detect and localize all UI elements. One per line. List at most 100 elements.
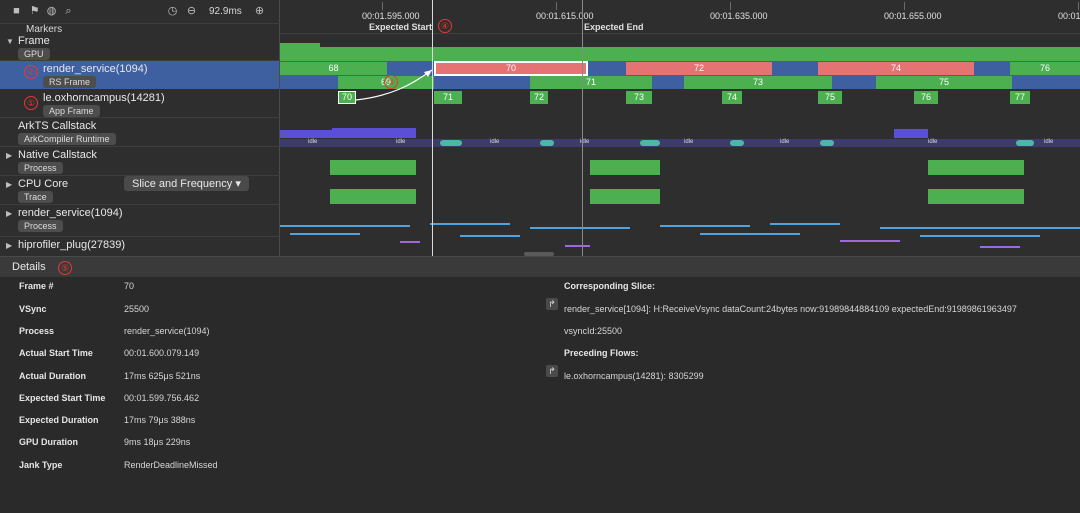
idle-label: idle xyxy=(928,139,938,145)
resize-handle[interactable] xyxy=(524,252,554,256)
expected-end-line xyxy=(582,0,583,256)
callstack-slice[interactable] xyxy=(440,140,462,146)
expand-icon[interactable]: ▶ xyxy=(6,151,13,160)
expand-icon[interactable]: ▶ xyxy=(6,209,13,218)
rs-frame-slice-selected[interactable]: 70 xyxy=(434,61,588,76)
track-title: Native Callstack xyxy=(18,149,97,161)
idle-label: idle xyxy=(780,139,790,145)
field-key: VSync xyxy=(19,304,47,314)
field-value: render_service(1094) xyxy=(124,326,210,336)
callstack-slice[interactable] xyxy=(540,140,554,146)
expand-icon[interactable]: ▶ xyxy=(6,241,13,250)
track-render-service[interactable]: ② render_service(1094) RS Frame xyxy=(0,61,280,89)
gpu-slice[interactable] xyxy=(280,43,320,61)
flag-icon[interactable]: ⚑ xyxy=(29,5,40,17)
process-slice[interactable] xyxy=(928,160,1024,175)
ruler-tick-label: 00:01.675.000 xyxy=(1058,11,1080,21)
jump-to-slice-icon[interactable]: ↱ xyxy=(546,298,558,310)
track-hiprofiler[interactable]: ▶ hiprofiler_plug(27839) xyxy=(0,237,280,256)
field-value: 25500 xyxy=(124,304,150,314)
callstack-slice[interactable] xyxy=(640,140,660,146)
trace-slice[interactable] xyxy=(330,189,416,204)
process-slice[interactable] xyxy=(590,160,660,175)
rs-frame-slice[interactable]: 75 xyxy=(876,76,1012,89)
track-title: hiprofiler_plug(27839) xyxy=(18,239,126,251)
rs-frame-slice[interactable]: 73 xyxy=(684,76,832,89)
rs-frame-slice[interactable]: 71 xyxy=(530,76,652,89)
zoom-in-icon[interactable]: ⊕ xyxy=(254,5,265,17)
app-frame-slice[interactable]: 74 xyxy=(722,91,742,104)
annotation-2: ② xyxy=(24,65,38,79)
expand-icon[interactable]: ▶ xyxy=(6,180,13,189)
track-render-process[interactable]: ▶ render_service(1094) Process xyxy=(0,205,280,237)
app-frame-slice-selected[interactable]: 70 xyxy=(338,91,356,104)
details-header: Details ⑤ xyxy=(0,257,1080,277)
app-frame-slice[interactable]: 76 xyxy=(914,91,938,104)
callstack-slice[interactable] xyxy=(730,140,744,146)
callstack-slice[interactable] xyxy=(894,129,928,138)
rs-frame-slice[interactable]: 68 xyxy=(280,62,387,75)
square-icon[interactable]: ■ xyxy=(13,5,20,17)
corresponding-slice-text[interactable]: render_service[1094]: H:ReceiveVsync dat… xyxy=(564,304,1017,314)
globe-icon[interactable]: ◍ xyxy=(46,5,57,17)
track-tag: ArkCompiler Runtime xyxy=(18,133,116,145)
field-value: 17ms 79μs 388ns xyxy=(124,415,196,425)
track-cpu[interactable]: ▶ CPU Core Slice and Frequency ▾ Trace xyxy=(0,176,280,205)
mode-dropdown[interactable]: Slice and Frequency ▾ xyxy=(124,176,249,191)
process-activity xyxy=(280,223,1080,248)
field-value: RenderDeadlineMissed xyxy=(124,460,218,470)
track-app[interactable]: ① le.oxhorncampus(14281) App Frame xyxy=(0,89,280,118)
rs-frame-slice[interactable]: 72 xyxy=(626,62,772,75)
rs-frame-slice[interactable]: 76 xyxy=(1010,62,1080,75)
callstack-slice[interactable] xyxy=(332,128,416,138)
process-slice[interactable] xyxy=(330,160,416,175)
idle-label: idle xyxy=(580,139,590,145)
field-value: 00:01.600.079.149 xyxy=(124,348,200,358)
zoom-out-icon[interactable]: ⊖ xyxy=(186,5,197,17)
collapse-icon[interactable]: ▼ xyxy=(6,37,14,46)
ruler-tick xyxy=(556,2,557,10)
field-key: Expected Duration xyxy=(19,415,99,425)
callstack-idle-band xyxy=(280,139,1080,147)
chevron-down-icon: ▾ xyxy=(235,178,241,190)
app-frame-slice[interactable]: 73 xyxy=(626,91,652,104)
track-list: ■ ⚑ ◍ ⌕ ◷ ⊖ 92.9ms ⊕ Markers ▼ Frame GPU… xyxy=(0,0,280,256)
track-frame[interactable]: ▼ Frame GPU xyxy=(0,34,280,61)
app-frame-slice[interactable]: 77 xyxy=(1010,91,1030,104)
ruler-tick-label: 00:01.615.000 xyxy=(536,11,594,21)
annotation-5: ⑤ xyxy=(58,261,72,275)
trace-slice[interactable] xyxy=(590,189,660,204)
field-value: 00:01.599.756.462 xyxy=(124,393,200,403)
app-frame-slice[interactable]: 75 xyxy=(818,91,842,104)
expected-end-flag: Expected End xyxy=(584,22,644,32)
callstack-slice[interactable] xyxy=(1016,140,1034,146)
markers-label: Markers xyxy=(26,24,63,35)
timeline-toolbar: ■ ⚑ ◍ ⌕ ◷ ⊖ 92.9ms ⊕ xyxy=(0,0,280,24)
callstack-slice[interactable] xyxy=(820,140,834,146)
rs-frame-slice[interactable]: 74 xyxy=(818,62,974,75)
preceding-flows-label: Preceding Flows: xyxy=(564,348,639,358)
idle-label: idle xyxy=(396,139,406,145)
track-native[interactable]: ▶ Native Callstack Process xyxy=(0,147,280,176)
track-canvas[interactable]: 00:01.595.000 00:01.615.000 00:01.635.00… xyxy=(280,0,1080,256)
flow-arrow xyxy=(355,69,433,101)
field-value: 70 xyxy=(124,281,135,291)
annotation-4: ④ xyxy=(438,19,452,33)
app-frame-slice[interactable]: 72 xyxy=(530,91,548,104)
dropdown-label: Slice and Frequency xyxy=(132,178,233,190)
jump-to-flow-icon[interactable]: ↱ xyxy=(546,365,558,377)
trace-slice[interactable] xyxy=(928,189,1024,204)
track-arkts[interactable]: ArkTS Callstack ArkCompiler Runtime xyxy=(0,118,280,147)
app-frame-slice[interactable]: 71 xyxy=(434,91,462,104)
preceding-flow-text[interactable]: le.oxhorncampus(14281): 8305299 xyxy=(564,371,704,381)
callstack-slice[interactable] xyxy=(280,130,332,138)
search-icon[interactable]: ⌕ xyxy=(65,5,72,17)
field-key: GPU Duration xyxy=(19,437,79,447)
timer-icon[interactable]: ◷ xyxy=(167,5,178,17)
field-key: Process xyxy=(19,326,55,336)
gpu-slice[interactable] xyxy=(320,47,1080,61)
track-title: le.oxhorncampus(14281) xyxy=(43,92,165,104)
track-tag: GPU xyxy=(18,48,50,60)
idle-label: idle xyxy=(684,139,694,145)
ruler-tick xyxy=(730,2,731,10)
